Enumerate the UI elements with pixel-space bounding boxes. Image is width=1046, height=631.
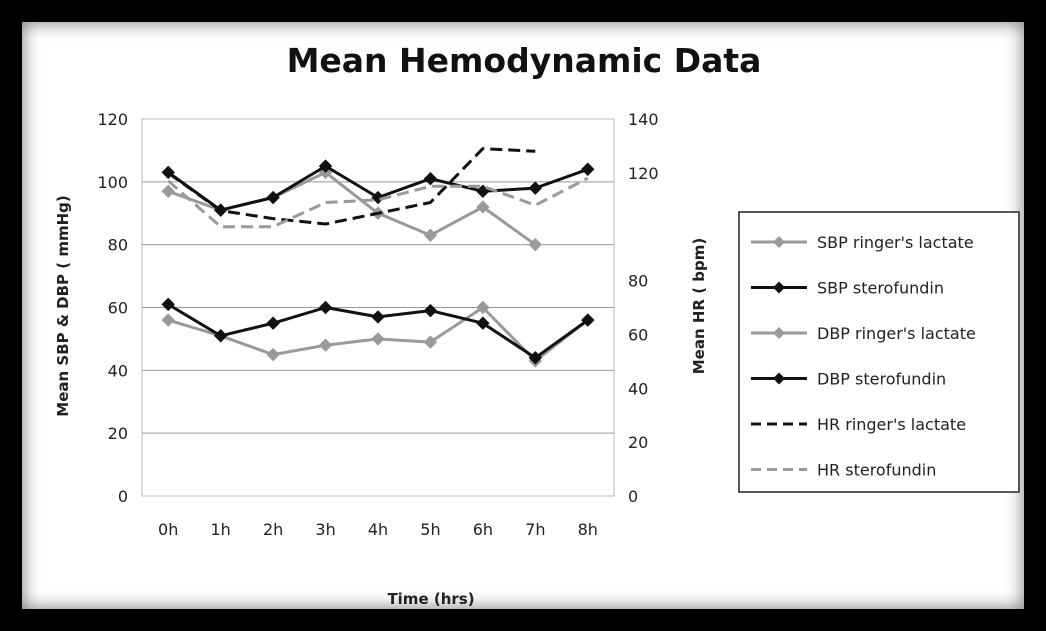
y-axis-label: Mean SBP & DBP ( mmHg) xyxy=(54,195,72,416)
x-tick-label: 1h xyxy=(211,520,231,539)
y-tick-label: 20 xyxy=(108,424,128,443)
legend-label: HR sterofundin xyxy=(817,461,936,480)
legend-label: HR ringer's lactate xyxy=(817,415,966,434)
data-point xyxy=(476,300,490,315)
data-point xyxy=(213,329,228,343)
data-point xyxy=(581,313,595,327)
data-point xyxy=(318,300,333,315)
data-point xyxy=(161,297,175,312)
data-point xyxy=(161,313,175,327)
y-tick-label: 60 xyxy=(108,299,128,318)
data-point xyxy=(371,310,385,324)
series-line-4 xyxy=(167,147,536,226)
x-tick-label: 8h xyxy=(578,520,598,539)
x-tick-label: 4h xyxy=(368,520,388,539)
y-tick-label: 80 xyxy=(108,236,128,255)
data-point xyxy=(318,159,333,173)
data-point xyxy=(476,316,490,330)
data-point xyxy=(371,332,385,346)
x-tick-label: 5h xyxy=(420,520,440,539)
legend-marker xyxy=(773,236,785,248)
x-tick-label: 7h xyxy=(525,520,545,539)
grid xyxy=(141,118,615,497)
y-tick-label: 0 xyxy=(118,487,128,506)
legend-label: DBP ringer's lactate xyxy=(817,324,976,343)
data-point xyxy=(266,347,280,362)
data-point xyxy=(423,171,438,186)
legend-box xyxy=(738,211,1020,493)
data-point xyxy=(423,228,438,242)
data-point xyxy=(371,190,385,205)
data-point xyxy=(528,181,543,195)
x-tick-label: 3h xyxy=(315,520,335,539)
data-point xyxy=(581,162,595,176)
y-tick-label: 100 xyxy=(97,173,128,192)
data-point xyxy=(266,316,280,330)
legend-label: SBP ringer's lactate xyxy=(817,233,974,252)
legend-marker xyxy=(773,327,785,339)
y2-tick-label: 60 xyxy=(628,325,648,344)
series-group xyxy=(161,147,595,368)
data-point xyxy=(528,237,543,252)
data-point xyxy=(423,335,438,349)
x-tick-label: 6h xyxy=(473,520,493,539)
legend-label: DBP sterofundin xyxy=(817,370,946,389)
data-point xyxy=(423,303,438,318)
y2-tick-label: 80 xyxy=(628,272,648,291)
x-tick-label: 2h xyxy=(263,520,283,539)
y2-axis-label: Mean HR ( bpm) xyxy=(690,238,708,375)
y-tick-label: 40 xyxy=(108,361,128,380)
y2-tick-label: 140 xyxy=(628,110,659,129)
data-point xyxy=(266,190,280,205)
legend: SBP ringer's lactate SBP sterofundin DBP r… xyxy=(738,211,1020,493)
data-point xyxy=(476,200,490,214)
y2-tick-label: 40 xyxy=(628,379,648,398)
x-axis-label: Time (hrs) xyxy=(387,590,474,608)
data-point xyxy=(161,184,175,198)
y2-tick-label: 0 xyxy=(628,487,638,506)
data-point xyxy=(528,351,543,365)
axis-ticks: 0 20 40 60 80 100 120 0 20 40 60 80 120 140 0h 1h 2h 3h 4h… xyxy=(97,110,658,539)
legend-label: SBP sterofundin xyxy=(817,279,944,298)
x-tick-label: 0h xyxy=(158,520,178,539)
data-point xyxy=(318,338,333,352)
y-tick-label: 120 xyxy=(97,110,128,129)
y2-tick-label: 120 xyxy=(628,164,659,183)
chart-title: Mean Hemodynamic Data xyxy=(287,41,762,80)
legend-marker xyxy=(773,281,785,294)
y2-tick-label: 20 xyxy=(628,433,648,452)
legend-marker xyxy=(773,372,785,385)
